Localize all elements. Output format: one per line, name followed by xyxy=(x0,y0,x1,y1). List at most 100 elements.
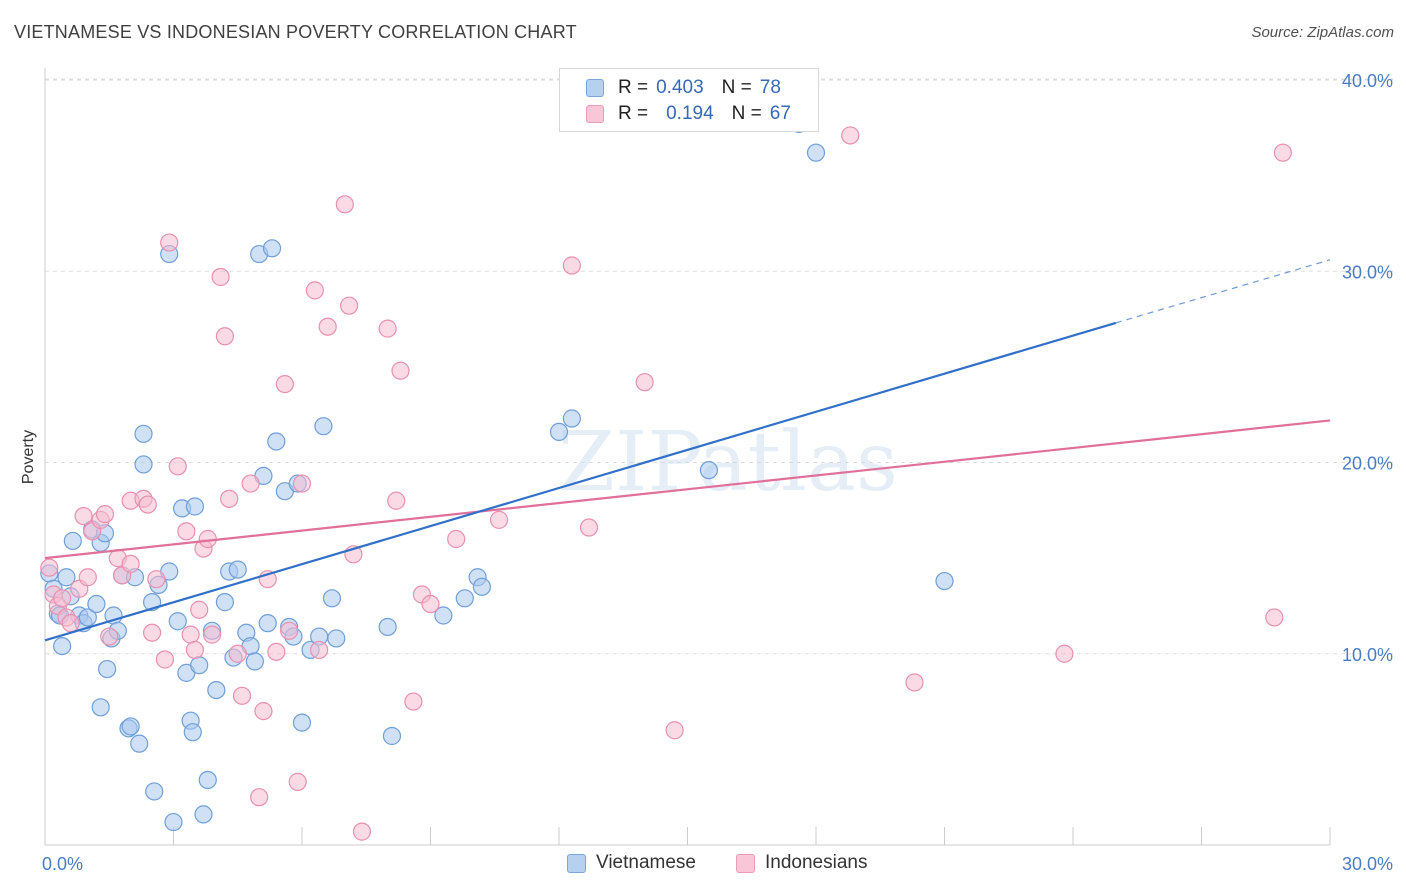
point-vietnamese xyxy=(267,432,286,451)
series-legend: Vietnamese Indonesians xyxy=(0,852,1406,878)
point-indonesians xyxy=(202,625,222,644)
point-indonesians xyxy=(215,327,234,346)
trend-lines xyxy=(44,259,1331,642)
legend-row-indonesians: R = 0.194 N = 67 xyxy=(586,102,791,126)
y-tick-label: 20.0% xyxy=(1342,454,1393,474)
point-indonesians xyxy=(635,373,654,392)
point-indonesians xyxy=(318,317,337,336)
point-indonesians xyxy=(160,233,179,252)
point-vietnamese xyxy=(183,723,202,742)
point-indonesians xyxy=(74,506,93,526)
source-credit: Source: ZipAtlas.com xyxy=(1251,24,1394,41)
point-indonesians xyxy=(288,772,307,791)
legend-swatch-blue xyxy=(586,79,604,97)
point-vietnamese xyxy=(121,717,140,736)
point-indonesians xyxy=(95,505,115,524)
point-indonesians xyxy=(562,256,581,275)
point-indonesians xyxy=(250,788,269,807)
point-vietnamese xyxy=(472,577,491,596)
watermark: ZIPatlas xyxy=(558,415,898,510)
point-indonesians xyxy=(138,495,157,514)
point-indonesians xyxy=(905,673,924,692)
point-indonesians xyxy=(142,623,162,642)
point-indonesians xyxy=(181,625,200,644)
legend-n-label: N = xyxy=(721,77,752,98)
point-vietnamese xyxy=(549,422,569,441)
point-indonesians xyxy=(447,529,466,549)
point-indonesians xyxy=(387,491,406,510)
y-tick-label: 40.0% xyxy=(1342,71,1393,91)
point-indonesians xyxy=(340,296,359,315)
legend-r-value: 0.403 xyxy=(656,77,704,98)
point-vietnamese xyxy=(91,698,110,717)
point-indonesians xyxy=(665,721,684,740)
point-indonesians xyxy=(100,627,119,646)
legend-item-vietnamese[interactable]: Vietnamese xyxy=(567,852,696,874)
point-vietnamese xyxy=(57,568,76,587)
point-indonesians xyxy=(275,374,294,394)
point-vietnamese xyxy=(327,629,346,648)
point-vietnamese xyxy=(562,409,581,428)
point-vietnamese xyxy=(53,636,72,656)
axes xyxy=(44,68,1331,846)
point-indonesians xyxy=(40,558,59,577)
point-indonesians xyxy=(421,594,440,614)
legend-swatch-pink xyxy=(586,105,604,123)
point-indonesians xyxy=(53,589,72,608)
tick-labels: 10.0% 20.0% 30.0% 40.0% 0.0% 30.0% xyxy=(42,71,1393,874)
point-indonesians xyxy=(232,686,252,705)
point-indonesians xyxy=(78,568,97,587)
point-indonesians xyxy=(190,600,209,619)
point-indonesians xyxy=(391,361,410,380)
point-indonesians xyxy=(280,621,299,640)
point-vietnamese xyxy=(699,461,719,480)
point-indonesians xyxy=(310,640,329,660)
point-vietnamese xyxy=(292,713,312,732)
point-indonesians xyxy=(254,702,273,721)
point-indonesians xyxy=(1273,143,1292,162)
y-axis-label: Poverty xyxy=(20,430,37,484)
point-indonesians xyxy=(155,650,175,669)
legend-n-value: 67 xyxy=(769,103,791,124)
point-vietnamese xyxy=(228,560,247,579)
point-indonesians xyxy=(841,126,860,145)
point-vietnamese xyxy=(434,606,453,625)
point-indonesians xyxy=(267,642,286,661)
point-vietnamese xyxy=(215,593,234,612)
legend-r-label: R = xyxy=(618,103,649,124)
point-vietnamese xyxy=(806,143,826,162)
trend-line-indonesians xyxy=(44,419,1331,560)
trend-line-vietnamese xyxy=(44,321,1117,642)
legend-row-vietnamese: R = 0.403 N = 78 xyxy=(586,76,781,100)
y-tick-label: 30.0% xyxy=(1342,262,1393,282)
point-vietnamese xyxy=(145,782,164,801)
point-indonesians xyxy=(579,518,599,537)
point-vietnamese xyxy=(262,239,282,258)
legend-item-indonesians[interactable]: Indonesians xyxy=(736,852,867,874)
legend-swatch-pink xyxy=(736,853,755,873)
point-vietnamese xyxy=(134,424,153,443)
series-indonesians xyxy=(40,126,1292,841)
point-vietnamese xyxy=(258,614,277,633)
point-indonesians xyxy=(241,474,260,493)
point-indonesians xyxy=(185,640,205,660)
point-indonesians xyxy=(292,474,312,493)
legend-n-label: N = xyxy=(731,103,762,124)
point-indonesians xyxy=(228,644,247,663)
point-vietnamese xyxy=(78,608,97,627)
legend-swatch-blue xyxy=(567,853,586,873)
legend-label-vietnamese: Vietnamese xyxy=(596,852,696,873)
point-indonesians xyxy=(1265,608,1284,627)
point-vietnamese xyxy=(168,612,187,631)
legend-label-indonesians: Indonesians xyxy=(765,852,868,873)
legend-r-label: R = xyxy=(618,77,649,98)
point-vietnamese xyxy=(382,726,402,746)
point-vietnamese xyxy=(87,594,106,614)
point-indonesians xyxy=(177,522,196,541)
point-indonesians xyxy=(404,692,423,711)
point-indonesians xyxy=(121,554,140,573)
point-vietnamese xyxy=(198,770,217,790)
point-vietnamese xyxy=(455,589,474,608)
point-indonesians xyxy=(305,281,324,300)
